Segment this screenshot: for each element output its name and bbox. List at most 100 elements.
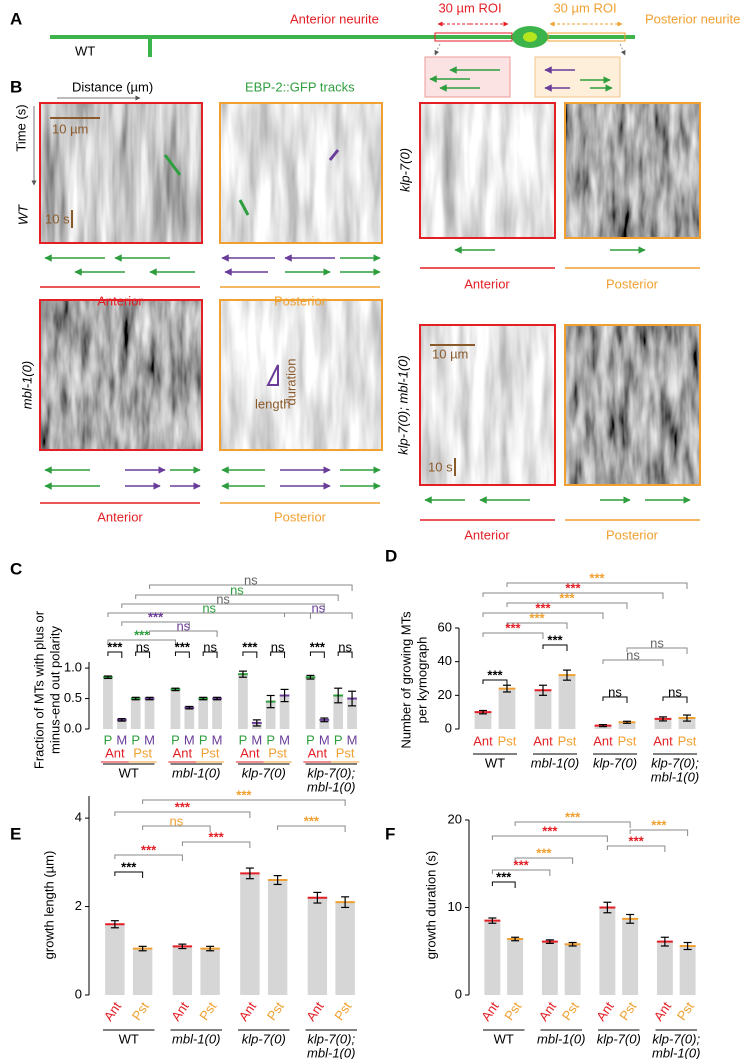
scale-label: 10 s (45, 211, 70, 226)
x-tick-label: P (131, 732, 140, 747)
significance-bracket (142, 799, 346, 806)
x-tick-label: Pst (501, 999, 524, 1023)
group-label: mbl-1(0) (651, 769, 699, 784)
significance-bracket (107, 612, 311, 619)
significance-bracket (482, 612, 604, 619)
significance-bracket (662, 696, 688, 703)
bar (130, 698, 141, 729)
significance-label: *** (236, 787, 252, 802)
group-label: klp-7(0) (593, 755, 637, 770)
significance-bracket (491, 835, 608, 842)
sub-label: Pst (133, 745, 152, 760)
x-tick-label: M (116, 732, 127, 747)
bar (267, 880, 288, 995)
group-label: mbl-1(0) (652, 1045, 700, 1059)
bar (132, 948, 153, 995)
nucleus (523, 32, 537, 42)
group-label: klp-7(0) (597, 1031, 641, 1046)
significance-label: *** (629, 833, 645, 848)
sub-label: Pst (201, 745, 220, 760)
scale-label: 10 µm (432, 346, 468, 361)
bar (347, 698, 357, 729)
group-label: WT (494, 1031, 514, 1046)
y-tick-label: 0 (455, 986, 462, 1001)
significance-label: ns (216, 591, 230, 606)
group-label: klp-7(0); (651, 755, 699, 770)
x-tick-label: Pst (674, 999, 697, 1023)
bar (678, 718, 696, 729)
x-tick-label: Pst (616, 999, 639, 1023)
significance-bracket (506, 602, 628, 609)
track (163, 154, 182, 176)
bar (333, 695, 344, 729)
significance-bracket (107, 639, 176, 646)
region-label: Posterior (606, 527, 659, 542)
significance-label: *** (496, 869, 512, 884)
group-label: mbl-1(0) (537, 1031, 585, 1046)
significance-bracket (284, 612, 353, 619)
group-label: WT (485, 755, 505, 770)
group-label: klp-7(0) (242, 765, 286, 780)
significance-label: ns (668, 684, 682, 699)
significance-label: *** (141, 842, 157, 857)
length-label: length (255, 396, 290, 411)
roi-label: 30 µm ROI (438, 0, 501, 15)
bar (618, 722, 636, 729)
significance-bracket (135, 594, 339, 601)
x-tick-label: P (104, 732, 113, 747)
strain-label: WT (75, 43, 95, 58)
y-tick-label: 40 (438, 653, 452, 668)
x-tick-label: Pst (196, 999, 219, 1023)
significance-label: *** (559, 590, 575, 605)
x-tick-label: P (306, 732, 315, 747)
significance-label: *** (651, 817, 667, 832)
bar (279, 695, 290, 729)
y-tick-label: 20 (448, 811, 462, 826)
y-axis-label: Number of growing MTs (398, 611, 413, 749)
y-tick-label: 2 (75, 898, 82, 913)
y-axis-label: minus-end out polarity (47, 626, 62, 754)
bar (170, 689, 181, 729)
significance-bracket (181, 841, 251, 848)
sub-label: Ant (240, 745, 260, 760)
significance-label: ns (170, 813, 184, 828)
x-tick-label: Pst (678, 733, 697, 748)
region-label: Anterior (97, 509, 143, 524)
significance-bracket (482, 679, 508, 686)
region-label: Anterior (464, 527, 510, 542)
inset-box (424, 56, 511, 98)
bar (335, 902, 355, 995)
bar (238, 674, 248, 729)
kymograph (40, 103, 202, 243)
kymograph-border (39, 299, 203, 451)
significance-bracket (107, 651, 123, 658)
x-tick-label: Pst (558, 733, 577, 748)
x-tick-label: M (347, 732, 358, 747)
inset-box (534, 56, 621, 98)
bar (654, 718, 672, 729)
anterior-label: Anterior neurite (290, 11, 379, 26)
group-label: mbl-1(0) (307, 1045, 355, 1059)
x-tick-label: Ant (303, 999, 327, 1024)
strain-label: WT (15, 204, 30, 225)
bar (144, 698, 155, 729)
kymograph (420, 325, 555, 485)
panel-label: D (385, 546, 397, 565)
bar (679, 946, 696, 995)
bar (474, 712, 492, 729)
significance-label: *** (565, 809, 581, 824)
strain-label: klp-7(0) (397, 148, 412, 192)
region-label: Anterior (464, 276, 510, 291)
sub-label: Pst (268, 745, 287, 760)
significance-bracket (606, 845, 666, 852)
significance-label: *** (304, 813, 320, 828)
kymograph-border (219, 299, 383, 451)
significance-label: ns (338, 639, 352, 654)
significance-label: *** (175, 799, 191, 814)
significance-label: ns (230, 582, 244, 597)
group-label: mbl-1(0) (172, 765, 220, 780)
significance-bracket (149, 630, 218, 637)
kymograph-border (419, 102, 556, 239)
bar (212, 698, 222, 729)
significance-bracket (542, 644, 568, 651)
